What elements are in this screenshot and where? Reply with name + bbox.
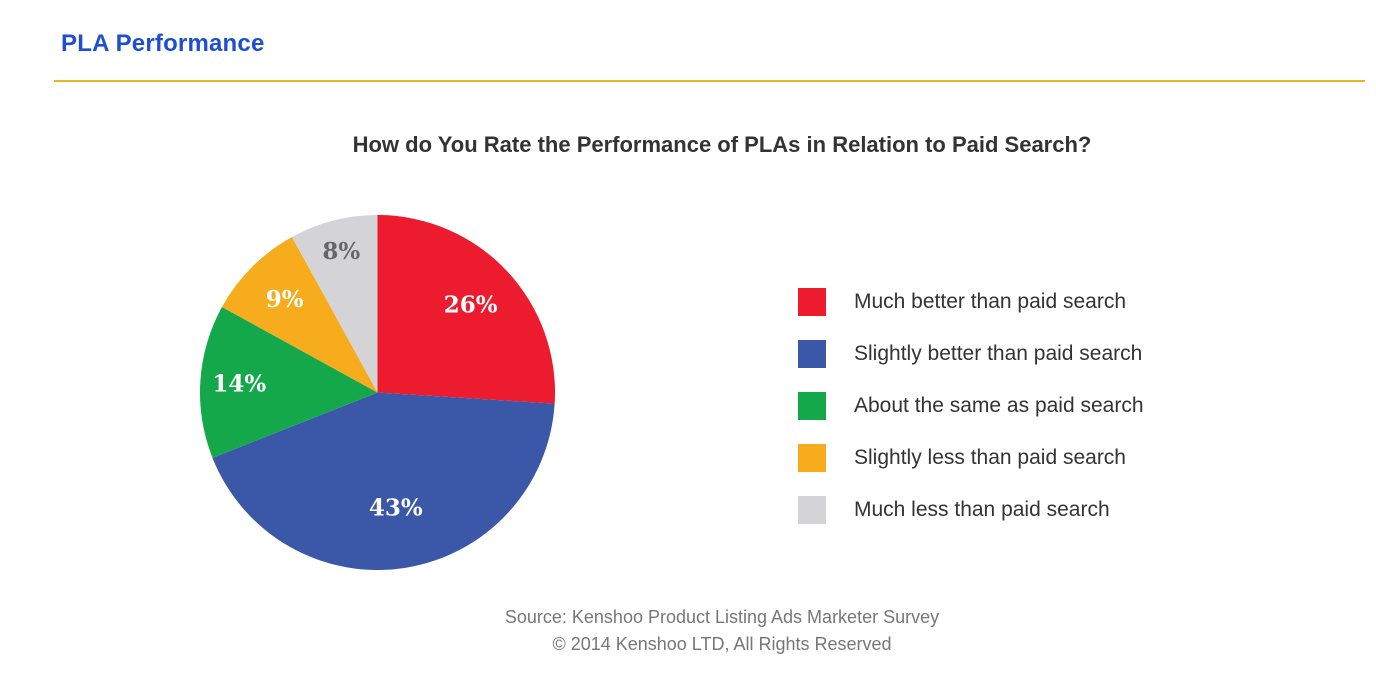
legend-label: Much less than paid search — [854, 498, 1110, 521]
legend-swatch — [798, 444, 826, 472]
slice-label: 14% — [212, 370, 266, 397]
legend-swatch — [798, 392, 826, 420]
legend-swatch — [798, 340, 826, 368]
chart-legend: Much better than paid search Slightly be… — [798, 276, 1144, 536]
copyright-text: © 2014 Kenshoo LTD, All Rights Reserved — [552, 634, 892, 654]
pie-slice — [221, 236, 378, 393]
source-text: Source: Kenshoo Product Listing Ads Mark… — [504, 607, 940, 627]
slice-label: 26% — [444, 292, 498, 319]
legend-item: Slightly better than paid search — [798, 328, 1144, 380]
legend-label: Much better than paid search — [854, 290, 1126, 313]
pie-slice — [200, 306, 378, 458]
pie-slice — [377, 215, 555, 404]
legend-label: About the same as paid search — [854, 394, 1144, 417]
legend-swatch — [798, 496, 826, 524]
legend-swatch — [798, 288, 826, 316]
legend-label: Slightly less than paid search — [854, 446, 1126, 469]
legend-item: About the same as paid search — [798, 380, 1144, 432]
pie-chart: 26% 43% 14% 9% 8% — [200, 215, 555, 570]
slice-label: 43% — [369, 495, 423, 522]
legend-label: Slightly better than paid search — [854, 342, 1143, 365]
slice-label: 8% — [322, 238, 360, 265]
chart-title: How do You Rate the Performance of PLAs … — [352, 132, 1092, 157]
legend-item: Much better than paid search — [798, 276, 1144, 328]
slice-label: 9% — [266, 286, 304, 313]
page-title: PLA Performance — [61, 30, 265, 57]
source-note: Source: Kenshoo Product Listing Ads Mark… — [0, 604, 1376, 658]
legend-item: Slightly less than paid search — [798, 432, 1144, 484]
heading-divider — [54, 80, 1365, 82]
pie-slice — [291, 215, 378, 393]
pie-slice — [212, 392, 555, 570]
legend-item: Much less than paid search — [798, 484, 1144, 536]
